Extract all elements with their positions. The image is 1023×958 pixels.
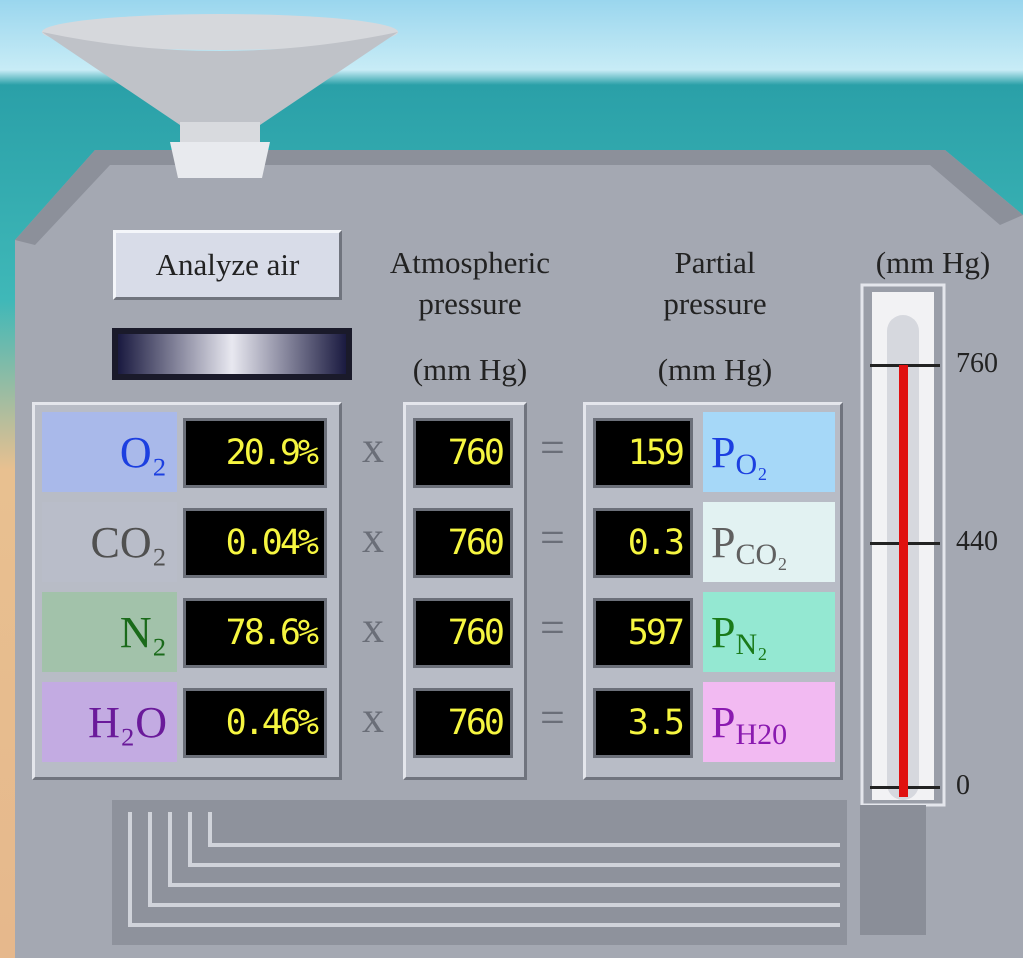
times-sign: x xyxy=(362,513,384,562)
percent-display: 0.04% xyxy=(183,508,327,578)
atm-display: 760 xyxy=(413,508,513,578)
tick-label: 0 xyxy=(956,770,970,801)
partial-display: 0.3 xyxy=(593,508,693,578)
header-line: pressure xyxy=(418,286,522,321)
symbol: P xyxy=(711,517,736,567)
subscript: O₂ xyxy=(735,448,768,481)
tick-label: 440 xyxy=(956,525,998,557)
percent-display: 20.9% xyxy=(183,418,327,488)
subscript: CO₂ xyxy=(735,538,788,571)
tick-label: 760 xyxy=(956,348,998,379)
partial-label: P N₂ xyxy=(703,592,835,672)
times-sign: x xyxy=(362,423,384,472)
partial-label: P CO₂ xyxy=(703,502,835,582)
header-line: (mm Hg) xyxy=(412,352,528,387)
analyze-air-button[interactable]: Analyze air xyxy=(113,230,342,300)
equals-sign: = xyxy=(540,693,565,742)
atm-display: 760 xyxy=(413,598,513,668)
equals-sign: = xyxy=(540,423,565,472)
symbol: P xyxy=(711,697,736,747)
gas-label: O₂ xyxy=(42,412,177,492)
percent-display: 78.6% xyxy=(183,598,327,668)
thermometer-unit: (mm Hg) xyxy=(875,245,991,280)
times-sign: x xyxy=(362,693,384,742)
symbol: P xyxy=(711,607,736,657)
atm-display: 760 xyxy=(413,418,513,488)
percent-display: 0.46% xyxy=(183,688,327,758)
gas-label: H₂O xyxy=(42,682,177,762)
gas-label: N₂ xyxy=(42,592,177,672)
atm-display: 760 xyxy=(413,688,513,758)
subscript: N₂ xyxy=(735,628,768,661)
symbol: P xyxy=(711,427,736,477)
partial-label: P H20 xyxy=(703,682,835,762)
equals-sign: = xyxy=(540,513,565,562)
partial-display: 159 xyxy=(593,418,693,488)
equals-sign: = xyxy=(540,603,565,652)
gas-label: CO₂ xyxy=(42,502,177,582)
header-line: Atmospheric xyxy=(389,245,551,280)
partial-display: 597 xyxy=(593,598,693,668)
header-line: Partial xyxy=(674,245,756,280)
subscript: H20 xyxy=(735,718,788,751)
header-line: (mm Hg) xyxy=(657,352,773,387)
partial-display: 3.5 xyxy=(593,688,693,758)
header-line: pressure xyxy=(663,286,767,321)
mercury xyxy=(899,365,908,797)
times-sign: x xyxy=(362,603,384,652)
partial-label: P O₂ xyxy=(703,412,835,492)
